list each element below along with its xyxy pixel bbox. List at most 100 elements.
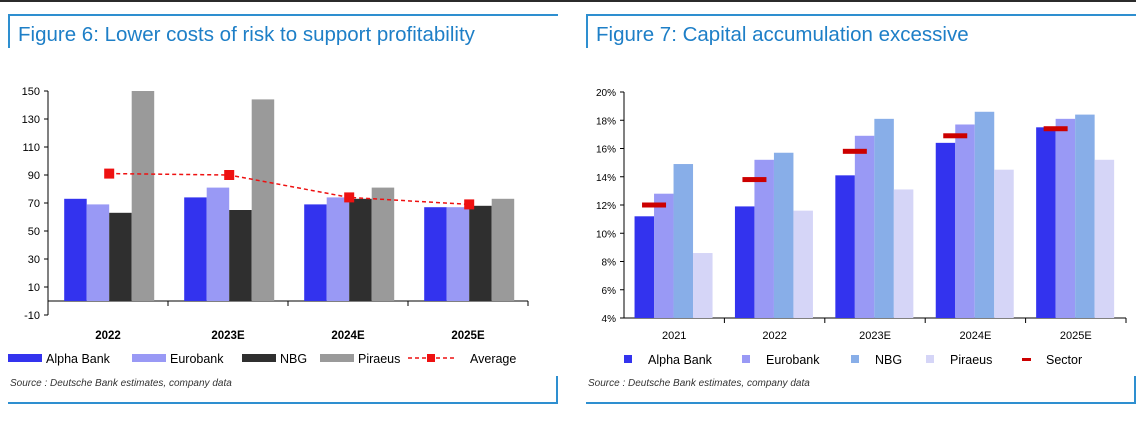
- bar-piraeus: [1094, 159, 1115, 318]
- legend-swatch-nbg: [242, 354, 276, 362]
- bar-piraeus: [371, 187, 395, 301]
- x-tick-label: 2024E: [959, 330, 991, 342]
- y-tick-label: 90: [28, 170, 40, 182]
- bar-alpha-bank: [64, 198, 87, 301]
- bar-nbg: [974, 111, 995, 319]
- legend-swatch-alpha-bank: [624, 355, 632, 363]
- sector-marker: [642, 202, 667, 208]
- sector-marker: [842, 148, 867, 154]
- legend-label-nbg: NBG: [875, 353, 902, 367]
- figure-7-panel: Figure 7: Capital accumulation excessive…: [586, 14, 1136, 406]
- average-point: [344, 192, 355, 203]
- x-tick-label: 2023E: [211, 330, 245, 342]
- y-tick-label: 10%: [596, 229, 616, 240]
- sector-marker: [742, 177, 767, 183]
- legend-label-alpha-bank: Alpha Bank: [46, 352, 111, 366]
- legend-swatch-piraeus: [926, 355, 934, 363]
- bar-eurobank: [326, 197, 350, 301]
- bar-nbg: [773, 152, 794, 318]
- x-tick-label: 2025E: [451, 330, 485, 342]
- bar-eurobank: [86, 204, 110, 301]
- y-tick-label: 20%: [596, 88, 616, 99]
- bar-nbg: [349, 198, 372, 301]
- bar-piraeus: [994, 169, 1014, 318]
- legend-swatch-eurobank: [132, 354, 166, 362]
- bottom-frame: [8, 376, 558, 404]
- legend-swatch-alpha-bank: [8, 354, 42, 362]
- bar-piraeus: [793, 210, 813, 318]
- bar-piraeus: [491, 198, 515, 301]
- legend-swatch-nbg: [851, 355, 859, 363]
- y-tick-label: 130: [22, 114, 40, 126]
- bar-nbg: [1075, 114, 1095, 318]
- y-tick-label: 70: [28, 198, 40, 210]
- bar-eurobank: [854, 135, 875, 318]
- bottom-frame: [586, 376, 1136, 404]
- bar-eurobank: [446, 207, 470, 301]
- y-tick-label: 30: [28, 254, 40, 266]
- legend-label-eurobank: Eurobank: [766, 353, 820, 367]
- sector-marker: [1043, 126, 1068, 132]
- bar-alpha-bank: [304, 204, 327, 301]
- x-tick-label: 2021: [662, 330, 686, 342]
- x-tick-label: 2025E: [1060, 330, 1092, 342]
- bar-piraeus: [131, 91, 155, 301]
- average-point: [104, 168, 115, 179]
- figure-6-chart: -10 10 30 50 70 90 110 130 150 2022 2023E 2024E 2025…: [8, 86, 529, 366]
- y-tick-label: 4%: [602, 314, 617, 325]
- y-tick-label: -10: [24, 310, 40, 322]
- bar-eurobank: [654, 193, 674, 318]
- legend-label-average: Average: [470, 352, 516, 366]
- bar-alpha-bank: [184, 197, 207, 301]
- legend-marker-average: [427, 354, 435, 362]
- x-tick-label: 2023E: [859, 330, 891, 342]
- average-point: [464, 199, 475, 210]
- legend-label-piraeus: Piraeus: [950, 353, 992, 367]
- sector-marker: [943, 133, 968, 139]
- average-point: [224, 170, 235, 180]
- bar-nbg: [874, 118, 894, 319]
- y-tick-label: 10: [28, 282, 40, 294]
- x-tick-label: 2022: [95, 330, 121, 342]
- bar-eurobank: [754, 159, 774, 318]
- legend-swatch-sector: [1022, 358, 1031, 361]
- x-tick-label: 2024E: [331, 330, 365, 342]
- y-tick-label: 8%: [602, 258, 617, 269]
- bar-alpha-bank: [935, 142, 956, 318]
- legend-label-nbg: NBG: [280, 352, 307, 366]
- y-tick-label: 14%: [596, 173, 616, 184]
- bar-piraeus: [251, 99, 275, 302]
- figure-6-panel: Figure 6: Lower costs of risk to support…: [8, 14, 558, 406]
- bar-alpha-bank: [634, 216, 655, 318]
- bar-eurobank: [955, 124, 975, 318]
- title-frame: [8, 14, 558, 48]
- y-tick-label: 12%: [596, 201, 616, 212]
- bar-eurobank: [206, 187, 230, 301]
- bar-alpha-bank: [424, 207, 447, 301]
- x-tick-label: 2022: [762, 330, 786, 342]
- bar-alpha-bank: [734, 206, 755, 318]
- bar-piraeus: [693, 253, 713, 318]
- legend-label-eurobank: Eurobank: [170, 352, 224, 366]
- average-line: [109, 172, 470, 206]
- y-tick-label: 6%: [602, 286, 617, 297]
- legend-label-piraeus: Piraeus: [358, 352, 400, 366]
- bar-nbg: [109, 212, 132, 301]
- bar-nbg: [469, 205, 492, 301]
- legend-swatch-eurobank: [742, 355, 750, 363]
- y-tick-label: 50: [28, 226, 40, 238]
- bar-eurobank: [1055, 118, 1076, 319]
- bar-nbg: [673, 164, 694, 318]
- bar-alpha-bank: [835, 175, 855, 318]
- figure-7-chart: 4% 6% 8% 10% 12% 14% 16% 18% 20% 2021 2022 2023E 202…: [596, 88, 1127, 367]
- y-tick-label: 110: [22, 142, 40, 154]
- title-frame: [586, 14, 1136, 48]
- bar-nbg: [229, 210, 252, 301]
- source-note: Source : Deutsche Bank estimates, compan…: [10, 378, 232, 389]
- legend-label-sector: Sector: [1046, 353, 1082, 367]
- legend-label-alpha-bank: Alpha Bank: [648, 353, 713, 367]
- y-tick-label: 150: [22, 86, 40, 98]
- legend-swatch-piraeus: [320, 354, 354, 362]
- chart-title: Figure 6: Lower costs of risk to support…: [18, 23, 475, 46]
- bar-alpha-bank: [1036, 127, 1056, 318]
